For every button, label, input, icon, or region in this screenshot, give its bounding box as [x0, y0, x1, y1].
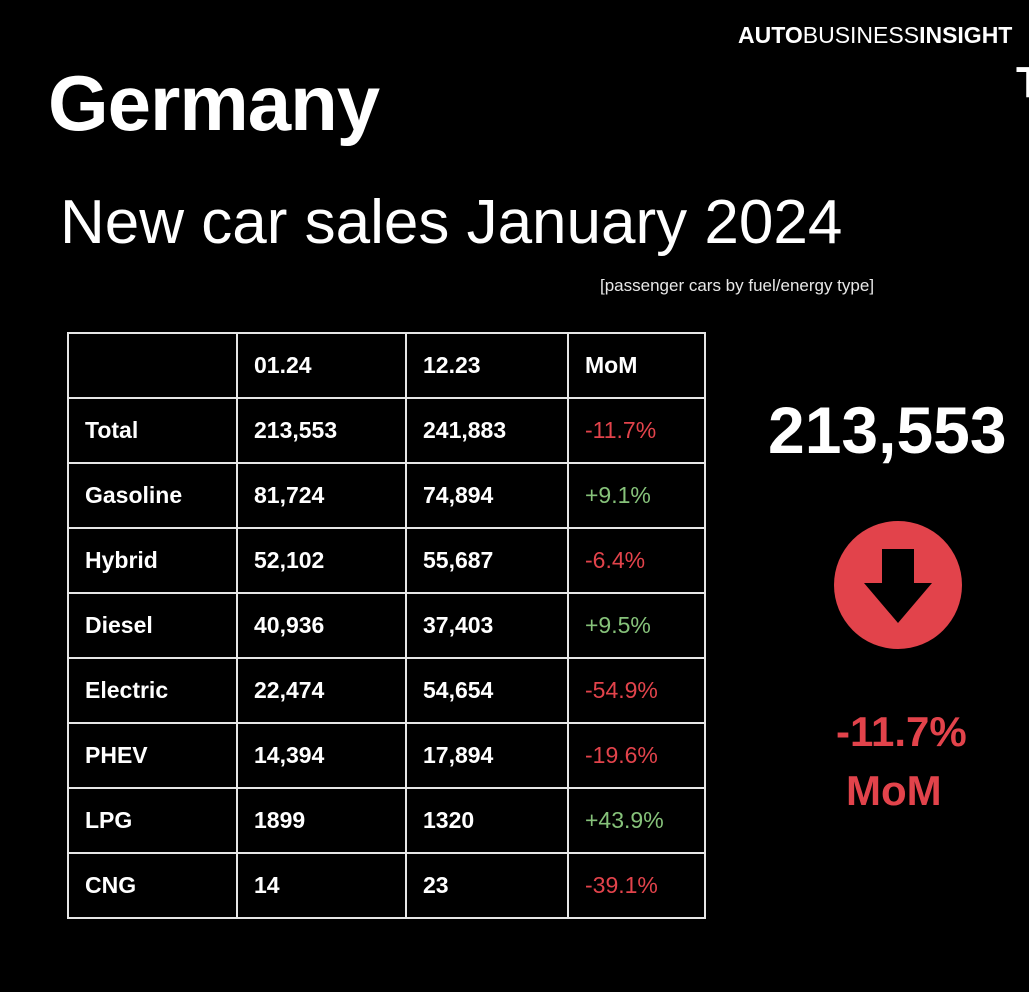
- value-0124-cell: 52,102: [236, 527, 407, 594]
- mom-cell: +9.1%: [567, 462, 706, 529]
- row-label-cell: CNG: [67, 852, 238, 919]
- value-0124-cell: 81,724: [236, 462, 407, 529]
- mom-cell: -39.1%: [567, 852, 706, 919]
- value-0124-cell: 40,936: [236, 592, 407, 659]
- row-label-cell: PHEV: [67, 722, 238, 789]
- value-0124-cell: 22,474: [236, 657, 407, 724]
- page-title: Germany: [48, 59, 380, 147]
- brand-logo: AUTOBUSINESSINSIGHT: [738, 22, 1012, 49]
- header-cell: 01.24: [236, 332, 407, 399]
- table-row: Electric 22,474 54,654 -54.9%: [67, 657, 706, 724]
- value-1223-cell: 23: [405, 852, 569, 919]
- row-label-cell: Electric: [67, 657, 238, 724]
- value-0124-cell: 14: [236, 852, 407, 919]
- table-row: PHEV 14,394 17,894 -19.6%: [67, 722, 706, 789]
- value-0124-cell: 213,553: [236, 397, 407, 464]
- mom-cell: +43.9%: [567, 787, 706, 854]
- table-row: CNG 14 23 -39.1%: [67, 852, 706, 919]
- value-1223-cell: 17,894: [405, 722, 569, 789]
- value-1223-cell: 1320: [405, 787, 569, 854]
- table-row: Total 213,553 241,883 -11.7%: [67, 397, 706, 464]
- page-subtitle: New car sales January 2024: [60, 188, 843, 257]
- mom-percentage: -11.7%: [836, 708, 967, 755]
- mom-label: MoM: [846, 767, 942, 814]
- mom-cell: +9.5%: [567, 592, 706, 659]
- row-label-cell: Total: [67, 397, 238, 464]
- brand-part-business: BUSINESS: [802, 22, 920, 48]
- value-1223-cell: 74,894: [405, 462, 569, 529]
- table-row: Hybrid 52,102 55,687 -6.4%: [67, 527, 706, 594]
- row-label-cell: LPG: [67, 787, 238, 854]
- table-row: Diesel 40,936 37,403 +9.5%: [67, 592, 706, 659]
- row-label-cell: Gasoline: [67, 462, 238, 529]
- value-0124-cell: 1899: [236, 787, 407, 854]
- mom-cell: -6.4%: [567, 527, 706, 594]
- sales-table: 01.24 12.23 MoM Total 213,553 241,883 -11.7…: [67, 332, 706, 919]
- value-1223-cell: 241,883: [405, 397, 569, 464]
- row-label-cell: Diesel: [67, 592, 238, 659]
- header-cell: MoM: [567, 332, 706, 399]
- value-1223-cell: 37,403: [405, 592, 569, 659]
- table-body: Total 213,553 241,883 -11.7% Gasoline 81,724 7…: [67, 397, 706, 919]
- value-0124-cell: 14,394: [236, 722, 407, 789]
- brand-part-insight: INSIGHT: [919, 22, 1013, 48]
- corner-mark: T: [1016, 58, 1029, 108]
- mom-cell: -54.9%: [567, 657, 706, 724]
- value-1223-cell: 54,654: [405, 657, 569, 724]
- arrow-down-icon: [834, 521, 962, 649]
- brand-part-auto: AUTO: [738, 22, 803, 48]
- table-row: Gasoline 81,724 74,894 +9.1%: [67, 462, 706, 529]
- table-header-row: 01.24 12.23 MoM: [67, 332, 706, 399]
- header-cell: [67, 332, 238, 399]
- table-note: [passenger cars by fuel/energy type]: [600, 276, 875, 295]
- mom-cell: -11.7%: [567, 397, 706, 464]
- table-row: LPG 1899 1320 +43.9%: [67, 787, 706, 854]
- mom-cell: -19.6%: [567, 722, 706, 789]
- value-1223-cell: 55,687: [405, 527, 569, 594]
- total-sales-value: 213,553: [768, 393, 1007, 467]
- row-label-cell: Hybrid: [67, 527, 238, 594]
- header-cell: 12.23: [405, 332, 569, 399]
